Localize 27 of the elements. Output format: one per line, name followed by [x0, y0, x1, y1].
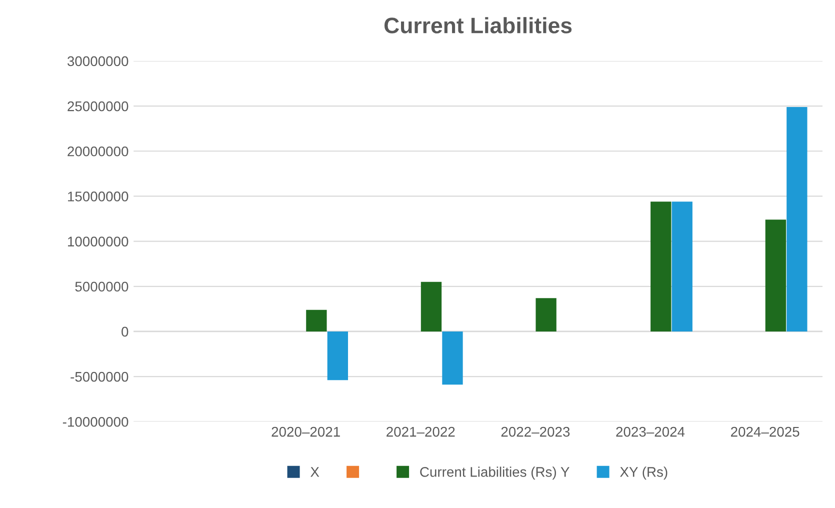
bar [420, 282, 442, 332]
x-tick-label: 2024–2025 [731, 426, 800, 437]
y-tick-label: -5000000 [70, 372, 128, 382]
y-tick-label: 15000000 [68, 192, 128, 202]
bar [327, 331, 348, 380]
x-tick-label: 2023–2024 [616, 426, 685, 437]
legend-label: XY (Rs) [620, 466, 668, 480]
bar [672, 202, 692, 332]
bar [650, 202, 672, 332]
chart-title: Current Liabilities [384, 17, 572, 34]
y-tick-label: 10000000 [68, 236, 128, 246]
legend-label: X [310, 467, 320, 477]
x-tick-label: 2021–2022 [386, 426, 455, 437]
y-tick-label: -10000000 [62, 416, 128, 427]
y-tick-label: 30000000 [67, 56, 128, 66]
bar [786, 106, 808, 332]
bar [536, 298, 556, 332]
bar [765, 220, 786, 332]
legend-label: Current Liabilities (Rs) Y [420, 466, 570, 480]
bar [306, 310, 327, 332]
y-tick-label: 0 [122, 326, 128, 337]
x-tick-label: 2020–2021 [272, 426, 340, 437]
bar [442, 331, 463, 385]
y-tick-label: 25000000 [68, 101, 128, 112]
y-tick-label: 5000000 [75, 282, 128, 292]
x-tick-label: 2022–2023 [501, 426, 570, 437]
y-tick-label: 20000000 [68, 146, 128, 156]
